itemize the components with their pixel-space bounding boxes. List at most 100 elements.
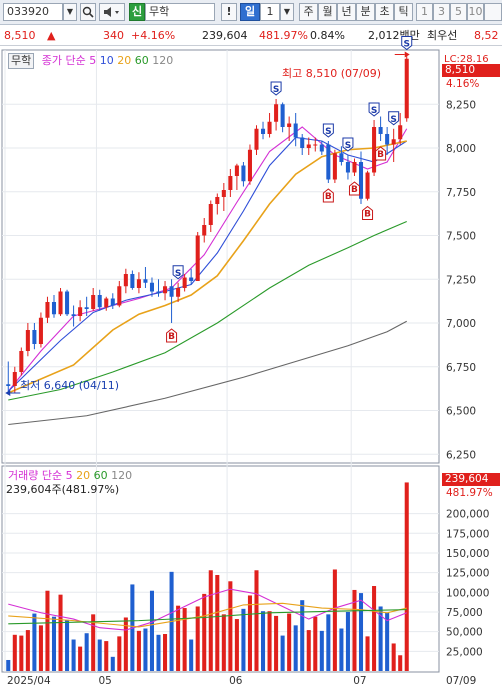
ma-label: 종가 단순	[41, 54, 86, 67]
volume-bar	[156, 634, 161, 671]
candle-body	[130, 274, 135, 288]
buy-signal-shape	[322, 188, 334, 203]
period-tick-button[interactable]: 틱	[394, 3, 413, 21]
volume-bar	[247, 595, 252, 671]
vol-ma20-label: 20	[76, 469, 91, 482]
volume-bar	[221, 614, 226, 671]
signal-letter: S	[345, 141, 351, 151]
price-tick-label: 7,500	[446, 231, 476, 243]
buy-signal-shape	[362, 205, 374, 220]
chevron-down-icon[interactable]: ▼	[63, 3, 77, 21]
minute-option-10[interactable]: 10	[467, 3, 484, 21]
candle-body	[136, 279, 141, 288]
volume-bar	[189, 639, 194, 671]
search-icon[interactable]	[80, 3, 96, 21]
volume-bar	[117, 636, 122, 671]
candle-body	[182, 277, 187, 288]
minute-option-1[interactable]: 1	[416, 3, 433, 21]
volume-bar	[313, 616, 318, 671]
volume-bar	[32, 613, 37, 671]
volume-bar	[19, 635, 24, 671]
minute-option-3[interactable]: 3	[433, 3, 450, 21]
volume-bar	[398, 655, 403, 671]
current-price: 8,510	[4, 29, 36, 42]
price-tick-label: 7,000	[446, 318, 476, 330]
candle-body	[234, 165, 239, 176]
toolbar: 033920 ▼ 신 무학 ! 일 1 ▼ 주 월 년 분 초 틱 1 3 5 …	[0, 0, 502, 25]
sell-signal-shape	[270, 81, 282, 96]
sell-signal-shape	[322, 123, 334, 138]
x-axis-label: 06	[229, 675, 243, 687]
candle-body	[221, 190, 226, 197]
low-marker-arrow	[5, 390, 11, 396]
candle-body	[97, 295, 102, 308]
period-minute-button[interactable]: 분	[356, 3, 375, 21]
alert-button[interactable]: !	[221, 3, 237, 21]
speaker-icon[interactable]	[99, 3, 125, 21]
candle-body	[287, 123, 292, 127]
volume-bar	[287, 613, 292, 671]
buy-signal-marker: B	[375, 146, 387, 161]
sell-signal-shape	[172, 265, 184, 280]
x-axis-label: 05	[98, 675, 111, 687]
period-count-input[interactable]: 1	[260, 3, 280, 21]
candle-body	[45, 302, 50, 318]
volume-bar	[260, 611, 266, 671]
volume-value: 239,604	[202, 29, 248, 42]
volume-bar	[6, 659, 11, 671]
period-week-button[interactable]: 주	[299, 3, 318, 21]
price-tick-label: 6,250	[446, 449, 476, 461]
sell-signal-shape	[401, 36, 413, 51]
signal-letter: S	[175, 269, 181, 279]
volume-bar	[319, 630, 324, 671]
candle-body	[12, 372, 17, 386]
volume-bar	[372, 586, 377, 671]
turnover-rate: 0.84%	[310, 29, 345, 42]
signal-letter: S	[390, 115, 396, 125]
current-price-tag: 8,510	[442, 64, 500, 77]
candle-body	[38, 317, 43, 344]
period-year-button[interactable]: 년	[337, 3, 356, 21]
candle-body	[313, 144, 318, 146]
sell-signal-marker: S	[270, 81, 282, 96]
volume-panel-legend: 거래량 단순 5 20 60 120	[8, 469, 132, 483]
candle-body	[117, 286, 122, 306]
price-tick-label: 7,750	[446, 187, 476, 199]
chevron-down-icon[interactable]: ▼	[280, 3, 294, 21]
stock-name[interactable]: 무학	[145, 3, 215, 21]
low-annotation: 최저 6,640 (04/11)	[20, 379, 120, 392]
candle-body	[358, 162, 364, 199]
period-month-button[interactable]: 월	[318, 3, 337, 21]
volume-ma-line-5	[8, 588, 407, 631]
volume-tick-label: 150,000	[446, 548, 489, 560]
current-pct-tag: 4.16%	[446, 78, 480, 90]
candle-body	[274, 104, 279, 122]
minute-option-5[interactable]: 5	[450, 3, 467, 21]
period-day-button[interactable]: 일	[240, 3, 260, 21]
ma20-label: 20	[117, 54, 132, 67]
volume-bar	[38, 625, 43, 671]
period-second-button[interactable]: 초	[375, 3, 394, 21]
volume-bar	[300, 600, 305, 671]
signal-letter: S	[325, 127, 331, 137]
stock-code-input[interactable]: 033920	[3, 3, 63, 21]
volume-bar	[84, 633, 89, 671]
candle-body	[352, 162, 357, 173]
candle-body	[208, 204, 213, 225]
price-panel-tab[interactable]: 무학	[8, 53, 35, 69]
candle-body	[143, 279, 148, 283]
volume-bar	[293, 625, 298, 671]
candle-body	[51, 302, 57, 315]
price-tick-label: 8,000	[446, 143, 476, 155]
x-axis-label: 2025/04	[7, 675, 51, 687]
signal-letter: S	[273, 85, 279, 95]
candle-body	[339, 153, 344, 162]
price-tick-label: 7,250	[446, 274, 476, 286]
candle-body	[385, 134, 390, 145]
volume-tick-label: 100,000	[446, 587, 489, 599]
ma5-label: 5	[89, 54, 97, 67]
quote-bar: 8,510 ▲ 340 +4.16% 239,604 481.97% 0.84%…	[0, 27, 502, 46]
ma-line-10	[7, 136, 408, 392]
candle-body	[84, 307, 89, 309]
